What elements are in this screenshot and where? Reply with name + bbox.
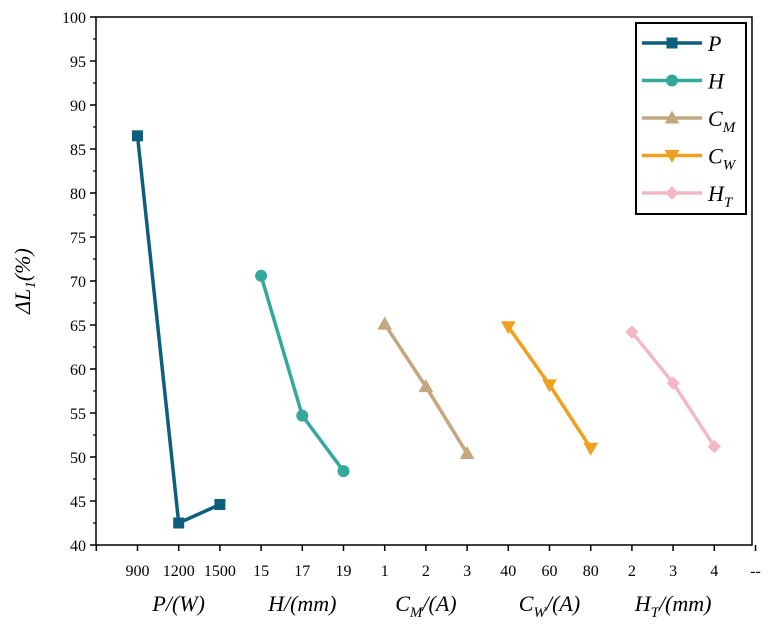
data-point xyxy=(459,445,475,459)
data-point xyxy=(296,409,309,422)
legend-item: CM xyxy=(642,106,737,136)
x-tick-label: 40 xyxy=(500,563,516,580)
data-point xyxy=(500,321,516,335)
y-tick-label: 60 xyxy=(70,362,86,379)
data-point xyxy=(666,376,680,390)
y-tick-label: 55 xyxy=(70,406,86,423)
x-tick-label: 4 xyxy=(710,563,718,580)
legend-item: HT xyxy=(642,181,734,211)
series-h-t xyxy=(625,325,722,454)
series-h xyxy=(255,269,350,478)
y-tick-label: 45 xyxy=(70,494,86,511)
x-group-label: H/(mm) xyxy=(267,591,336,616)
legend-item: CW xyxy=(642,144,737,174)
data-point xyxy=(666,74,678,87)
x-tick-label: 15 xyxy=(253,563,269,580)
y-tick-label: 75 xyxy=(70,230,86,247)
y-axis-label: ΔL1(%) xyxy=(10,248,39,315)
x-group-label: CM/(A) xyxy=(395,591,456,621)
data-point xyxy=(665,186,679,200)
y-tick-label: 100 xyxy=(62,10,86,27)
x-tick-label: 3 xyxy=(463,563,471,580)
x-tick-label: 1200 xyxy=(163,563,195,580)
legend: PH CM CW HT xyxy=(635,22,747,215)
data-point xyxy=(337,465,350,478)
legend-label: H xyxy=(707,69,725,94)
y-tick-label: 90 xyxy=(70,98,86,115)
series-line xyxy=(259,275,345,473)
x-tick-label: 19 xyxy=(336,563,352,580)
x-tick-label: 1 xyxy=(381,563,389,580)
legend-item: P xyxy=(642,31,721,56)
x-tick-label: 2 xyxy=(422,563,430,580)
series-c-w xyxy=(500,321,599,456)
data-point xyxy=(542,379,557,393)
data-point xyxy=(583,442,599,456)
x-group-labels: P/(W) H/(mm) CM/(A) CW/(A) HT/(mm) xyxy=(151,591,711,621)
y-axis: 40 45 50 55 60 65 70 75 80 85 90 95 100 xyxy=(62,10,96,555)
x-tick-label: 60 xyxy=(542,563,558,580)
data-point xyxy=(707,439,722,454)
data-point xyxy=(666,37,678,49)
x-tick-label: 17 xyxy=(294,563,310,580)
y-tick-label: 70 xyxy=(70,274,86,291)
x-axis: 900 1200 1500 15 17 19 1 2 3 40 60 80 2 3 4 -- xyxy=(95,545,761,580)
x-tick-label: 80 xyxy=(583,563,599,580)
y-tick-label: 95 xyxy=(70,54,86,71)
data-point xyxy=(664,150,680,164)
y-tick-label: 40 xyxy=(70,538,86,555)
series-layer xyxy=(132,130,722,529)
x-tick-label: -- xyxy=(750,563,761,580)
data-point xyxy=(664,110,680,124)
data-point xyxy=(377,316,393,330)
x-tick-label: 2 xyxy=(628,563,636,580)
series-c-m xyxy=(377,316,475,459)
legend-label: P xyxy=(707,31,721,56)
data-point xyxy=(418,379,434,393)
legend-label: CW xyxy=(708,144,737,174)
x-group-label: P/(W) xyxy=(151,591,205,616)
series-p xyxy=(132,130,226,529)
series-line xyxy=(135,135,221,525)
legend-item: H xyxy=(642,69,725,94)
x-tick-label: 900 xyxy=(126,563,150,580)
y-tick-label: 50 xyxy=(70,450,86,467)
legend-label: CM xyxy=(708,106,737,136)
x-tick-label: 1500 xyxy=(204,563,236,580)
legend-label: HT xyxy=(707,181,734,211)
data-point xyxy=(132,130,143,142)
data-point xyxy=(214,499,226,511)
x-group-label: HT/(mm) xyxy=(634,591,712,621)
data-point xyxy=(173,517,185,529)
y-tick-label: 80 xyxy=(70,186,86,203)
y-tick-label: 85 xyxy=(70,142,86,159)
data-point xyxy=(625,325,639,339)
data-point xyxy=(255,269,268,282)
y-tick-label: 65 xyxy=(70,318,86,335)
x-tick-label: 3 xyxy=(669,563,677,580)
x-group-label: CW/(A) xyxy=(519,591,580,621)
